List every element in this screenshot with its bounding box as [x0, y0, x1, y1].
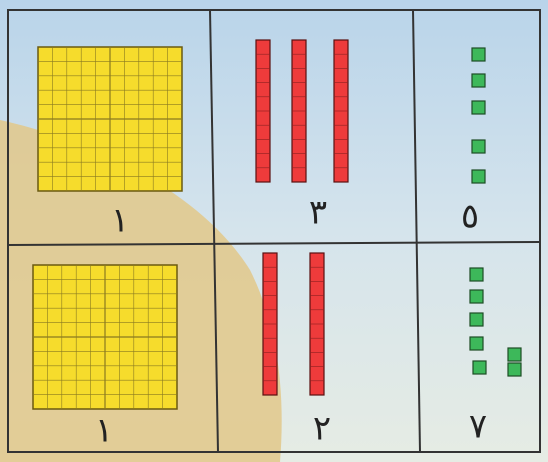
one-block: [469, 312, 484, 327]
ones-digit: ٥: [461, 197, 479, 237]
one-block: [471, 169, 486, 184]
one-block: [469, 289, 484, 304]
hundreds-digit: ١: [111, 201, 129, 241]
board-border: [7, 9, 541, 453]
tens-digit: ٢: [313, 409, 331, 449]
grid: [7, 9, 541, 453]
hundreds-digit: ١: [95, 411, 113, 451]
one-block: [471, 139, 486, 154]
one-block: [469, 267, 484, 282]
one-block: [471, 47, 486, 62]
one-block: [471, 73, 486, 88]
one-block: [507, 347, 522, 362]
ones-digit: ٧: [469, 407, 487, 447]
column-divider: [209, 9, 219, 453]
tens-digit: ٣: [309, 193, 327, 233]
column-divider: [412, 9, 421, 453]
one-block: [471, 100, 486, 115]
one-block: [472, 360, 487, 375]
blocks: [32, 39, 522, 410]
row-divider: [7, 241, 541, 246]
one-block: [507, 362, 522, 377]
one-block: [469, 336, 484, 351]
